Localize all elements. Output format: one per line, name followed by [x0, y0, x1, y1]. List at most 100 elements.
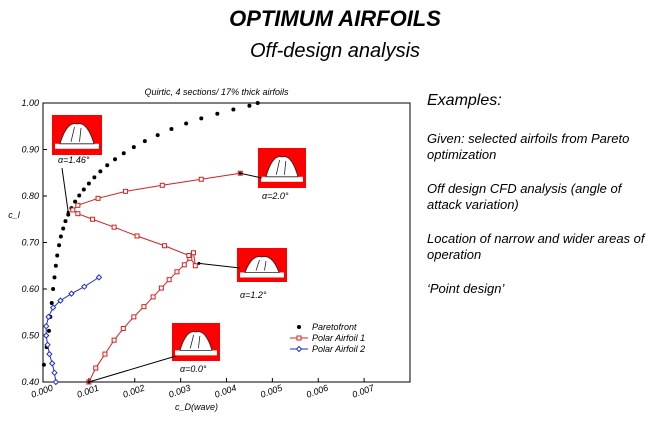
x-tick-label: 0.007 [351, 382, 377, 399]
paretofront-point [155, 133, 160, 138]
x-tick-label: 0.002 [121, 383, 146, 400]
paretofront-point [51, 287, 56, 291]
slide-subtitle: Off-design analysis [249, 40, 421, 62]
annotation-arrowhead [87, 380, 91, 384]
paretofront-point [49, 300, 54, 305]
y-tick-label: 0.40 [21, 377, 39, 387]
y-tick-label: 0.50 [21, 331, 39, 341]
paretofront-point [77, 193, 82, 198]
shock-region [59, 123, 95, 145]
polar-airfoil-1-point [95, 195, 101, 201]
paretofront-point [247, 103, 252, 108]
polar-airfoil-1-point [198, 176, 204, 182]
paretofront-point [46, 328, 51, 333]
x-tick-label: 0.003 [167, 383, 192, 400]
annotation-label: α=0.0° [180, 364, 207, 374]
paretofront-point [98, 169, 103, 174]
polar-airfoil-2-point [49, 304, 57, 311]
shock-region [244, 256, 280, 273]
annotation-label: α=1.46° [58, 155, 90, 165]
polar-airfoil-2-point [43, 332, 50, 339]
paretofront-point [92, 175, 97, 180]
paretofront-point [41, 362, 46, 367]
flow-field-inset [237, 248, 287, 282]
paretofront-point [142, 139, 147, 144]
polar-airfoil-1-point [123, 188, 129, 194]
polar-airfoil-2-point [48, 360, 56, 367]
y-tick-label: 0.70 [21, 238, 39, 248]
polar-airfoil-2-point [51, 369, 58, 376]
annotation-arrowhead [197, 261, 201, 265]
paretofront-point [55, 253, 60, 258]
polar-airfoil-2-point [45, 313, 52, 321]
polar-airfoil-1-point [93, 365, 99, 371]
shock-region [179, 331, 213, 351]
paretofront-point [58, 234, 63, 239]
polar-airfoil-2-point [46, 350, 53, 358]
paretofront-point [169, 127, 174, 132]
annotation-arrowhead [238, 171, 242, 175]
polar-airfoil-2-point [81, 283, 88, 290]
annotation-arrow [61, 167, 69, 213]
paretofront-point [86, 181, 91, 186]
notes-panel: Examples: Given: selected airfoils from … [427, 93, 652, 315]
polar-airfoil-1-point [186, 253, 192, 259]
paretofront-point [52, 275, 57, 280]
polar-airfoil-1-point [131, 314, 137, 320]
polar-airfoil-2-point [68, 290, 75, 297]
paretofront-point [255, 101, 260, 105]
polar-airfoil-1-point [75, 211, 81, 217]
polar-airfoil-1-point [150, 294, 156, 300]
polar-airfoil-1-point [111, 224, 117, 230]
legend-label: Polar Airfoil 1 [312, 333, 365, 343]
y-tick-label: 0.80 [21, 191, 39, 201]
paretofront-point [81, 187, 86, 192]
annotation-label: α=1.2° [240, 290, 267, 300]
paretofront-point [53, 263, 58, 268]
paretofront-point [63, 219, 68, 224]
paretofront-point [73, 199, 78, 204]
paretofront-point [215, 111, 220, 116]
paretofront-point [131, 145, 136, 150]
x-tick-label: 0.004 [213, 383, 238, 400]
contour-lines [255, 259, 267, 271]
note-item: Off design CFD analysis (angle of attack… [427, 181, 622, 212]
legend-swatch-marker [296, 335, 302, 341]
note-item: ‘Point design’ [427, 281, 505, 296]
chart-title: Quirtic, 4 sections/ 17% thick airfoils [144, 87, 289, 97]
polar-airfoil-1-point [120, 326, 126, 332]
annotation-arrow [88, 355, 177, 383]
polar-airfoil-1-point [181, 262, 187, 268]
polar-airfoil-1-point [166, 277, 172, 283]
paretofront-point [113, 157, 118, 162]
x-tick-label: 0.005 [259, 382, 285, 399]
legend-label: Paretofront [312, 322, 357, 332]
legend-label: Polar Airfoil 2 [312, 344, 365, 354]
contour-lines [70, 126, 82, 142]
polar-airfoil-1-point [75, 202, 81, 208]
paretofront-point [231, 107, 236, 112]
slide-title: OPTIMUM AIRFOILS [229, 6, 441, 31]
x-tick-label: 0.006 [305, 383, 330, 400]
y-axis-label: c_l [8, 210, 21, 220]
annotation-arrow [240, 172, 263, 179]
y-tick-label: 1.00 [21, 98, 39, 108]
polar-airfoil-1-point [192, 263, 198, 269]
series-line-polar-airfoil-1 [72, 172, 241, 383]
notes-heading: Examples: [427, 92, 502, 109]
airfoil-shape [240, 272, 284, 278]
contour-lines [275, 159, 287, 175]
flow-field-inset [52, 115, 102, 155]
paretofront-point [199, 116, 204, 121]
airfoil-shape [175, 350, 217, 356]
legend-swatch-marker [295, 345, 303, 353]
paretofront-point [66, 212, 71, 217]
polar-airfoil-1-point [159, 182, 165, 188]
legend-swatch-paretofront [297, 325, 301, 329]
x-axis-label: c_D(wave) [175, 402, 218, 412]
polar-airfoil-2-point [43, 322, 50, 330]
polar-airfoil-2-point [57, 297, 64, 304]
annotation-arrow [198, 262, 241, 269]
polar-airfoil-1-point [162, 243, 168, 249]
